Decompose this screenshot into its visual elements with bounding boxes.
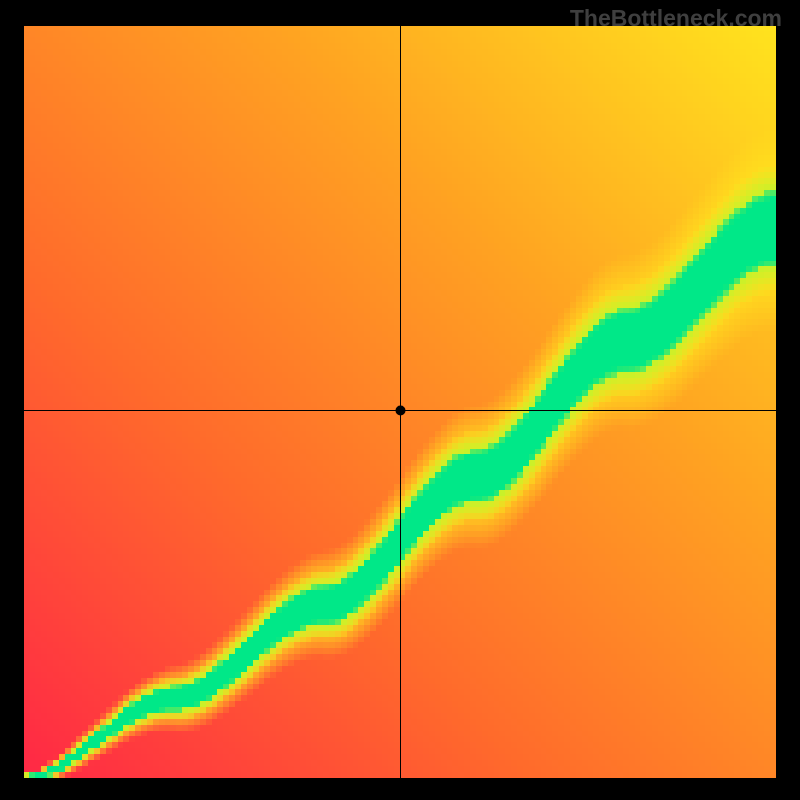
watermark-text: TheBottleneck.com xyxy=(570,5,782,32)
heatmap-canvas xyxy=(24,26,776,778)
heatmap-plot xyxy=(24,26,776,778)
chart-container: { "type": "heatmap", "canvas": { "width"… xyxy=(0,0,800,800)
